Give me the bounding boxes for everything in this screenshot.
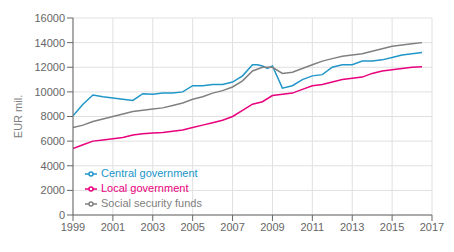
- svg-text:2007: 2007: [220, 221, 244, 233]
- svg-text:2009: 2009: [260, 221, 284, 233]
- svg-text:2013: 2013: [340, 221, 364, 233]
- svg-text:0: 0: [59, 209, 65, 221]
- svg-text:2005: 2005: [180, 221, 204, 233]
- svg-text:2003: 2003: [141, 221, 165, 233]
- html-text:Central government: Central government: [101, 167, 198, 179]
- svg-text:2015: 2015: [380, 221, 404, 233]
- svg-text:2011: 2011: [301, 221, 325, 233]
- svg-text:4000: 4000: [41, 160, 65, 172]
- svg-text:14000: 14000: [34, 37, 65, 49]
- svg-text:2001: 2001: [101, 221, 125, 233]
- svg-text:1999: 1999: [61, 221, 85, 233]
- svg-text:10000: 10000: [34, 86, 65, 98]
- html-text:Local government: Local government: [101, 182, 189, 194]
- svg-text:2017: 2017: [420, 221, 444, 233]
- svg-text:6000: 6000: [41, 135, 65, 147]
- svg-text:16000: 16000: [34, 12, 65, 24]
- svg-text:12000: 12000: [34, 61, 65, 73]
- svg-text:8000: 8000: [41, 110, 65, 122]
- svg-text:2000: 2000: [41, 184, 65, 196]
- html-text:Social security funds: Social security funds: [101, 197, 202, 209]
- svg-text:EUR mil.: EUR mil.: [12, 95, 24, 138]
